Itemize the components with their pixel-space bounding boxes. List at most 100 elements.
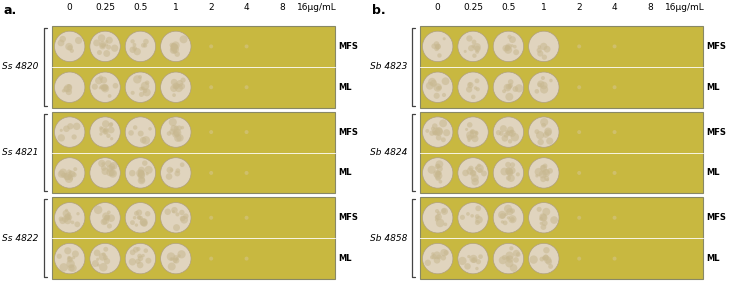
Circle shape (509, 167, 515, 174)
Circle shape (476, 267, 478, 270)
Circle shape (161, 31, 191, 62)
Circle shape (528, 158, 559, 188)
Circle shape (177, 254, 181, 258)
Circle shape (537, 45, 541, 49)
Circle shape (435, 175, 441, 181)
Circle shape (103, 255, 108, 260)
Circle shape (504, 46, 512, 54)
Circle shape (506, 208, 513, 215)
Circle shape (528, 203, 559, 233)
Circle shape (476, 205, 481, 211)
Circle shape (506, 131, 510, 136)
Circle shape (435, 44, 441, 49)
Circle shape (503, 132, 509, 138)
Circle shape (68, 265, 75, 272)
Circle shape (442, 77, 449, 85)
Circle shape (145, 80, 149, 85)
Circle shape (545, 258, 552, 265)
Circle shape (108, 94, 112, 98)
Circle shape (98, 75, 103, 80)
Circle shape (577, 130, 581, 134)
Circle shape (62, 216, 68, 222)
Circle shape (97, 50, 102, 55)
Circle shape (512, 86, 518, 92)
Circle shape (170, 47, 177, 54)
Circle shape (170, 257, 173, 260)
Circle shape (506, 93, 513, 101)
Circle shape (459, 257, 467, 265)
Circle shape (97, 264, 100, 267)
Circle shape (138, 167, 145, 174)
Circle shape (245, 257, 248, 260)
Circle shape (543, 132, 549, 138)
Circle shape (513, 257, 519, 263)
Circle shape (437, 171, 440, 175)
Circle shape (161, 117, 191, 147)
Circle shape (440, 249, 448, 256)
Circle shape (94, 249, 101, 256)
Circle shape (546, 137, 553, 145)
Circle shape (90, 158, 121, 188)
Circle shape (428, 166, 436, 174)
Circle shape (57, 134, 65, 142)
Circle shape (470, 129, 476, 134)
Bar (52, 112, 335, 193)
Circle shape (506, 170, 513, 176)
Circle shape (180, 77, 186, 83)
Circle shape (505, 259, 514, 267)
Text: MFS: MFS (706, 213, 726, 222)
Circle shape (106, 45, 111, 50)
Circle shape (509, 215, 517, 223)
Text: 8: 8 (279, 3, 284, 12)
Circle shape (502, 89, 506, 93)
Circle shape (537, 207, 542, 212)
Circle shape (68, 256, 71, 259)
Circle shape (171, 79, 177, 86)
Circle shape (426, 82, 434, 90)
Circle shape (92, 84, 98, 90)
Circle shape (478, 254, 483, 259)
Circle shape (467, 255, 470, 258)
Circle shape (508, 79, 514, 85)
Circle shape (137, 216, 142, 220)
Circle shape (105, 160, 112, 167)
Circle shape (470, 130, 478, 138)
Text: 0.25: 0.25 (463, 3, 483, 12)
Circle shape (442, 37, 445, 40)
Circle shape (471, 135, 478, 142)
Circle shape (423, 158, 453, 188)
Circle shape (137, 255, 143, 261)
Circle shape (107, 134, 110, 138)
Circle shape (67, 212, 71, 216)
Circle shape (498, 211, 506, 219)
Circle shape (441, 137, 446, 142)
Circle shape (137, 215, 141, 219)
Circle shape (181, 126, 184, 129)
Circle shape (434, 41, 440, 47)
Circle shape (137, 262, 143, 268)
Circle shape (478, 168, 483, 173)
Circle shape (145, 166, 153, 174)
Circle shape (468, 82, 472, 86)
Circle shape (133, 125, 137, 130)
Circle shape (173, 86, 176, 89)
Circle shape (500, 125, 507, 132)
Circle shape (112, 83, 118, 88)
Circle shape (245, 85, 248, 89)
Circle shape (509, 36, 516, 43)
Circle shape (537, 50, 543, 57)
Circle shape (537, 83, 542, 87)
Circle shape (173, 258, 179, 264)
Circle shape (431, 43, 437, 49)
Circle shape (506, 251, 514, 260)
Circle shape (172, 131, 179, 138)
Circle shape (506, 130, 509, 133)
Circle shape (466, 131, 474, 139)
Circle shape (180, 216, 188, 223)
Text: Sb 4824: Sb 4824 (370, 148, 407, 157)
Circle shape (104, 258, 110, 264)
Circle shape (534, 168, 542, 176)
Circle shape (176, 134, 184, 142)
Circle shape (63, 125, 70, 132)
Text: 4: 4 (244, 3, 249, 12)
